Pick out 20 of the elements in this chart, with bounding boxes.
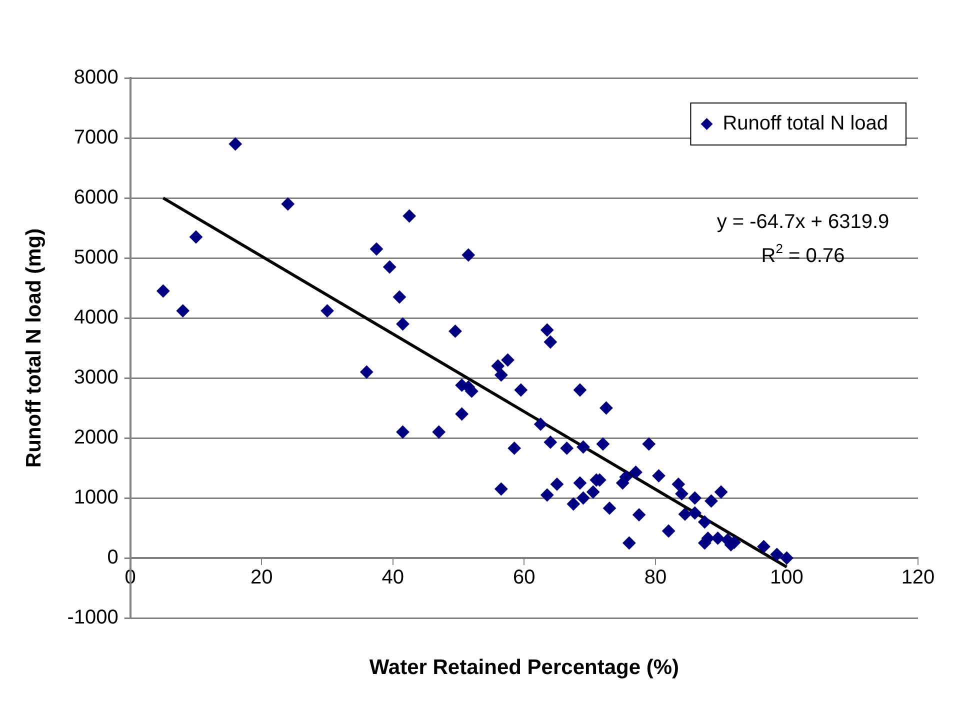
y-tick-label: 7000 [74,126,118,149]
x-tick-label: 40 [382,566,404,589]
y-tick-label: 5000 [74,246,118,269]
y-tick-label: 4000 [74,306,118,329]
y-tick-label: 6000 [74,186,118,209]
y-tick-label: 2000 [74,426,118,449]
x-tick-label: 120 [901,566,935,589]
legend-label: Runoff total N load [722,112,888,135]
y-tick-label: 0 [107,546,118,569]
annotation: y = -64.7x + 6319.9 [716,211,890,233]
x-axis-title: Water Retained Percentage (%) [369,656,679,679]
x-tick-label: 60 [513,566,536,589]
y-tick-label: 3000 [74,366,118,389]
x-tick-label: 80 [644,566,667,589]
y-axis-title: Runoff total N load (mg) [22,228,46,468]
y-tick-label: -1000 [67,606,118,629]
x-tick-label: 20 [250,566,273,589]
x-tick-label: 100 [770,566,804,589]
y-tick-label: 1000 [74,486,118,509]
y-tick-label: 8000 [74,66,118,89]
